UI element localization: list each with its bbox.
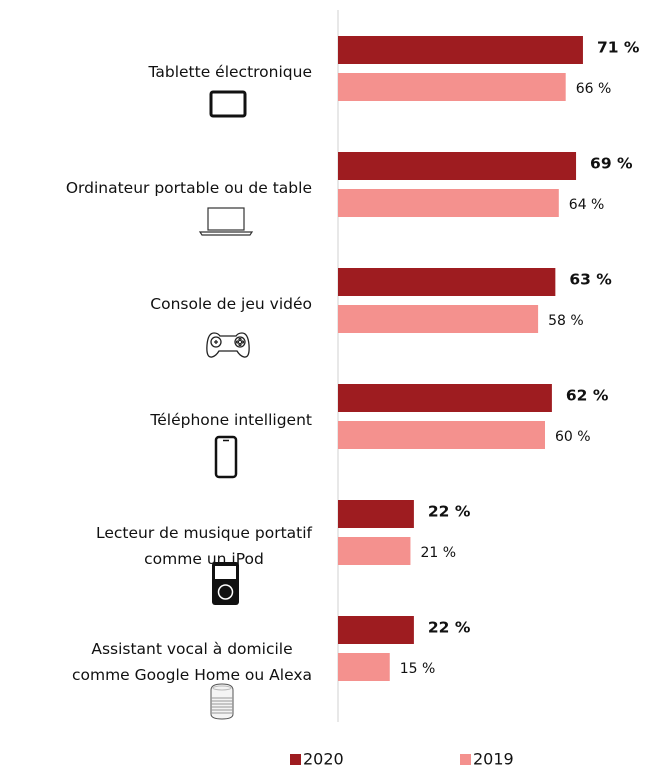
legend-swatch (290, 754, 301, 765)
bar (338, 73, 566, 101)
bar (338, 537, 411, 565)
value-label: 71 % (597, 39, 640, 57)
category-label: Lecteur de musique portatif comme un iPo… (95, 524, 312, 568)
bar (338, 189, 559, 217)
icon-ipod (212, 562, 239, 605)
category-label-box: Lecteur de musique portatif comme un iPo… (0, 520, 312, 572)
value-label: 66 % (576, 81, 612, 97)
value-label: 60 % (555, 429, 591, 445)
bar (338, 616, 414, 644)
category-label: Console de jeu vidéo (150, 295, 312, 313)
value-label: 63 % (569, 271, 612, 289)
value-label: 64 % (569, 197, 605, 213)
category-label-box: Ordinateur portable ou de table (0, 175, 312, 201)
category-label: Assistant vocal à domicile comme Google … (71, 640, 312, 684)
category-label-box: Assistant vocal à domicile comme Google … (0, 636, 312, 688)
icon-tablet (209, 90, 247, 118)
icon-phone (214, 435, 238, 479)
bar (338, 152, 577, 180)
category-label: Téléphone intelligent (150, 411, 312, 429)
category-label: Ordinateur portable ou de table (65, 179, 312, 197)
category-label: Tablette électronique (148, 63, 312, 81)
category-label-box: Tablette électronique (0, 59, 312, 85)
bar (338, 384, 552, 412)
value-label: 15 % (400, 661, 436, 677)
icon-gamepad (206, 332, 250, 358)
bar (338, 305, 539, 333)
legend-swatch (460, 754, 471, 765)
legend-label: 2019 (473, 750, 514, 768)
value-label: 22 % (428, 619, 471, 637)
category-label-box: Console de jeu vidéo (0, 291, 312, 317)
legend-label: 2020 (303, 750, 344, 768)
category-label-box: Téléphone intelligent (0, 407, 312, 433)
bar (338, 421, 545, 449)
value-label: 58 % (548, 313, 584, 329)
bar (338, 268, 556, 296)
value-label: 69 % (590, 155, 633, 173)
icon-laptop (198, 207, 254, 236)
value-label: 21 % (420, 545, 456, 561)
bar (338, 36, 583, 64)
value-label: 22 % (428, 503, 471, 521)
icon-speaker (210, 683, 234, 720)
bar (338, 500, 414, 528)
value-label: 62 % (566, 387, 609, 405)
bar (338, 653, 390, 681)
